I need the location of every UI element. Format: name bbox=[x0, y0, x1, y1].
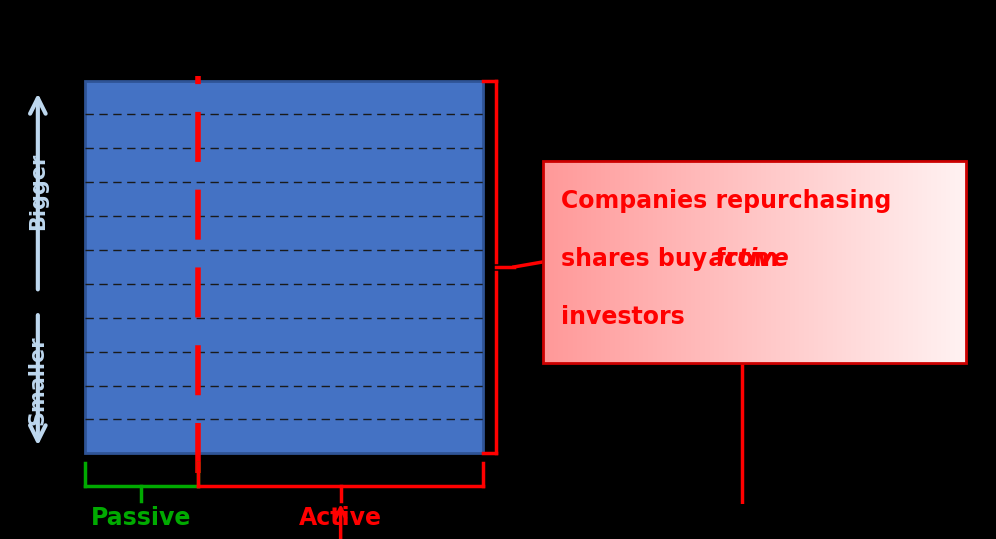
Text: Companies repurchasing: Companies repurchasing bbox=[561, 189, 891, 213]
Text: active: active bbox=[709, 247, 790, 271]
Text: investors: investors bbox=[561, 305, 684, 329]
Text: Active: Active bbox=[299, 506, 382, 530]
FancyBboxPatch shape bbox=[85, 81, 483, 453]
Text: Passive: Passive bbox=[92, 506, 191, 530]
Text: Smaller: Smaller bbox=[28, 335, 48, 425]
Text: shares buy from: shares buy from bbox=[561, 247, 787, 271]
Text: Bigger: Bigger bbox=[28, 153, 48, 230]
